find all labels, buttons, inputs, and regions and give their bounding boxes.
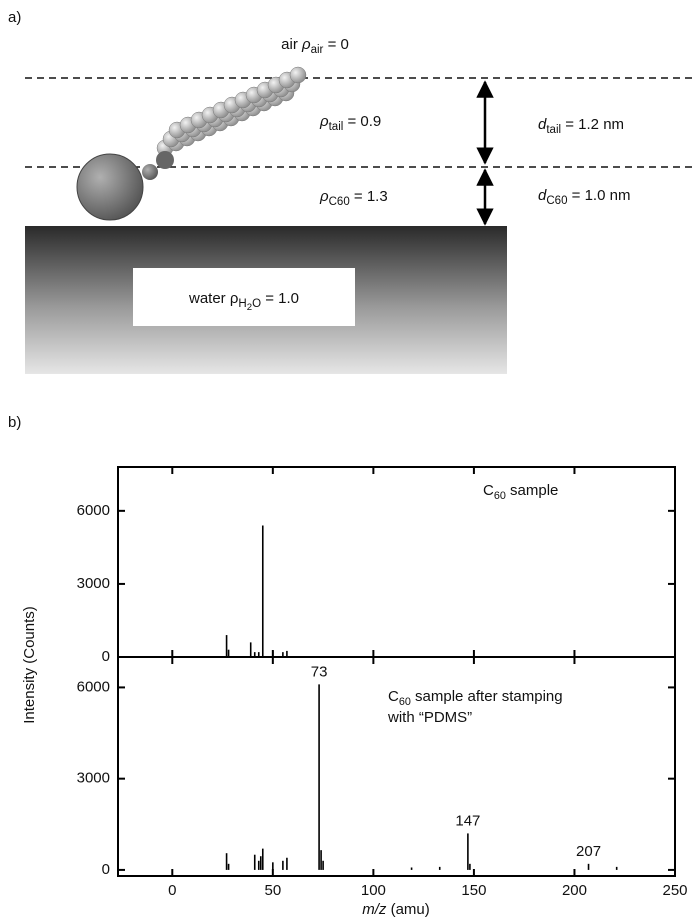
text-part: = 1.0 xyxy=(261,290,299,307)
tail-bead xyxy=(289,66,307,84)
panel-a xyxy=(25,66,697,374)
rho-tail-label: ρtail = 0.9 xyxy=(319,113,381,133)
text-part: = 0 xyxy=(323,36,348,53)
text-part: air xyxy=(281,36,302,53)
text-part: tail xyxy=(329,121,344,133)
text-part: C60 xyxy=(329,196,350,208)
text-part: 60 xyxy=(494,490,506,502)
text-part: (amu) xyxy=(386,901,429,918)
text-part: = 0.9 xyxy=(343,113,381,130)
text-part: water ρ xyxy=(188,290,238,307)
text-part: with “PDMS” xyxy=(387,709,472,726)
x-tick-label: 100 xyxy=(361,882,386,899)
linker xyxy=(156,151,174,169)
c60-ball xyxy=(76,153,144,221)
text-part: C xyxy=(388,688,399,705)
text-part: ρ xyxy=(319,188,329,205)
d-tail-label: dtail = 1.2 nm xyxy=(538,116,624,136)
water-box xyxy=(133,268,355,326)
text-part: C xyxy=(483,482,494,499)
x-tick-label: 150 xyxy=(461,882,486,899)
text-part: C60 xyxy=(546,195,567,207)
text-part: H xyxy=(238,298,246,310)
text-part: O xyxy=(252,298,261,310)
x-axis-label: m/z (amu) xyxy=(362,901,430,918)
panel-label: a) xyxy=(8,9,21,26)
plot-frame xyxy=(117,466,676,877)
y-tick-label: 3000 xyxy=(77,575,110,592)
text-part: d xyxy=(538,187,547,204)
text-part: sample after stamping xyxy=(411,688,563,705)
plot-annotation: C60 sample after stamping xyxy=(388,688,563,708)
x-tick-label: 200 xyxy=(562,882,587,899)
y-tick-label: 0 xyxy=(102,861,110,878)
text-part: = 1.0 nm xyxy=(567,187,630,204)
panel-label: b) xyxy=(8,414,21,431)
d-c60-label: dC60 = 1.0 nm xyxy=(538,187,630,207)
linker xyxy=(142,164,158,180)
text-part: air xyxy=(311,44,324,56)
y-tick-label: 3000 xyxy=(77,770,110,787)
rho-c60-label: ρC60 = 1.3 xyxy=(319,188,388,208)
y-tick-label: 0 xyxy=(102,648,110,665)
y-tick-label: 6000 xyxy=(77,502,110,519)
peak-label: 147 xyxy=(455,812,480,829)
plot-annotation: with “PDMS” xyxy=(387,709,472,726)
text-part: d xyxy=(538,116,547,133)
text-part: 60 xyxy=(399,696,411,708)
air-label: air ρair = 0 xyxy=(281,36,349,56)
text-part: ρ xyxy=(301,36,311,53)
molecule xyxy=(76,66,307,221)
water-label: water ρH2O = 1.0 xyxy=(188,290,299,313)
x-tick-label: 50 xyxy=(264,882,281,899)
x-tick-label: 0 xyxy=(168,882,176,899)
text-part: sample xyxy=(506,482,559,499)
plot-annotation: C60 sample xyxy=(483,482,558,502)
text-part: = 1.2 nm xyxy=(561,116,624,133)
y-tick-label: 6000 xyxy=(77,678,110,695)
text-part: 2 xyxy=(247,302,252,313)
peak-label: 73 xyxy=(311,663,328,680)
x-tick-label: 250 xyxy=(662,882,687,899)
text-part: tail xyxy=(546,124,561,136)
y-axis-label: Intensity (Counts) xyxy=(21,606,38,724)
text-part: ρ xyxy=(319,113,329,130)
text-part: = 1.3 xyxy=(350,188,388,205)
peak-label: 207 xyxy=(576,843,601,860)
text-part: m/z xyxy=(362,901,387,918)
